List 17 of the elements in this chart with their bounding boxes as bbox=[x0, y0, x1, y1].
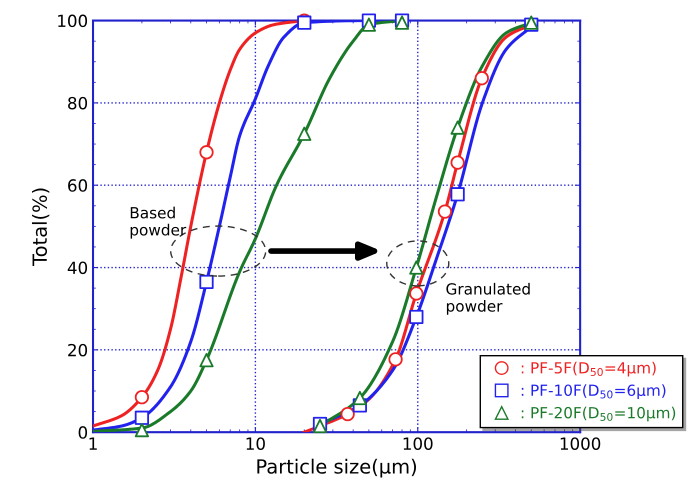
y-tick-label: 60 bbox=[68, 179, 88, 192]
x-tick-label: 1000 bbox=[560, 437, 600, 450]
annotation: Granulated powder bbox=[446, 282, 530, 315]
y-tick-label: 20 bbox=[68, 344, 88, 356]
x-tick-label: 10 bbox=[246, 437, 265, 450]
legend-label: : PF-5F(D$_{50}$=4μm) bbox=[522, 362, 656, 377]
y-tick-label: 100 bbox=[58, 14, 88, 28]
y-tick-label: 80 bbox=[68, 96, 88, 110]
y-tick-label: 40 bbox=[68, 262, 88, 274]
legend-label: : PF-20F(D$_{50}$=10μm) bbox=[522, 406, 676, 422]
x-tick-label: 100 bbox=[404, 437, 433, 450]
y-tick-label: 0 bbox=[78, 426, 88, 439]
annotation: Based powder bbox=[130, 206, 186, 239]
x-axis-title: Particle size(μm) bbox=[257, 458, 416, 478]
y-axis-title: Total(%) bbox=[32, 188, 50, 266]
legend-label: : PF-10F(D$_{50}$=6μm) bbox=[522, 384, 666, 399]
x-tick-label: 1 bbox=[90, 438, 97, 450]
